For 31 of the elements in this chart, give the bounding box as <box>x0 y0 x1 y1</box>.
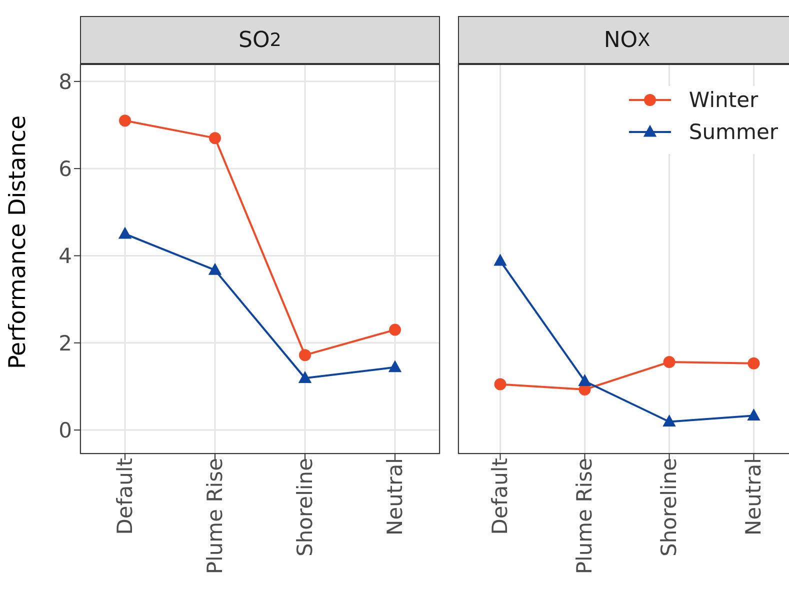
x-tick-label: Plume Rise <box>202 458 227 574</box>
y-tick-label: 4 <box>58 244 72 268</box>
legend-label: Summer <box>688 120 778 144</box>
point <box>494 378 506 390</box>
y-tick-label: 2 <box>58 331 72 356</box>
x-tick-label: Default <box>112 458 137 535</box>
point <box>578 374 592 386</box>
point <box>389 324 401 336</box>
x-tick-label: Neutral <box>742 458 766 536</box>
point <box>208 262 222 275</box>
x-tick-label: Plume Rise <box>572 458 597 574</box>
point <box>119 114 131 127</box>
x-tick-label: Shoreline <box>657 458 682 556</box>
y-axis-title: Performance Distance <box>5 115 32 369</box>
point <box>299 349 311 362</box>
x-tick-label: Default <box>488 458 512 535</box>
x-tick-label: Shoreline <box>292 458 317 556</box>
y-tick-label: 6 <box>58 157 72 182</box>
point <box>298 370 312 383</box>
point <box>494 254 507 266</box>
point <box>388 360 402 372</box>
y-tick-label: 8 <box>58 70 72 94</box>
x-tick-label: Neutral <box>382 458 407 536</box>
point <box>209 132 221 144</box>
legend-label: Winter <box>688 88 758 112</box>
point <box>662 414 676 427</box>
y-tick-label: 0 <box>58 418 72 442</box>
point <box>747 408 760 420</box>
point <box>748 357 760 370</box>
point <box>663 356 676 368</box>
point <box>118 226 132 239</box>
